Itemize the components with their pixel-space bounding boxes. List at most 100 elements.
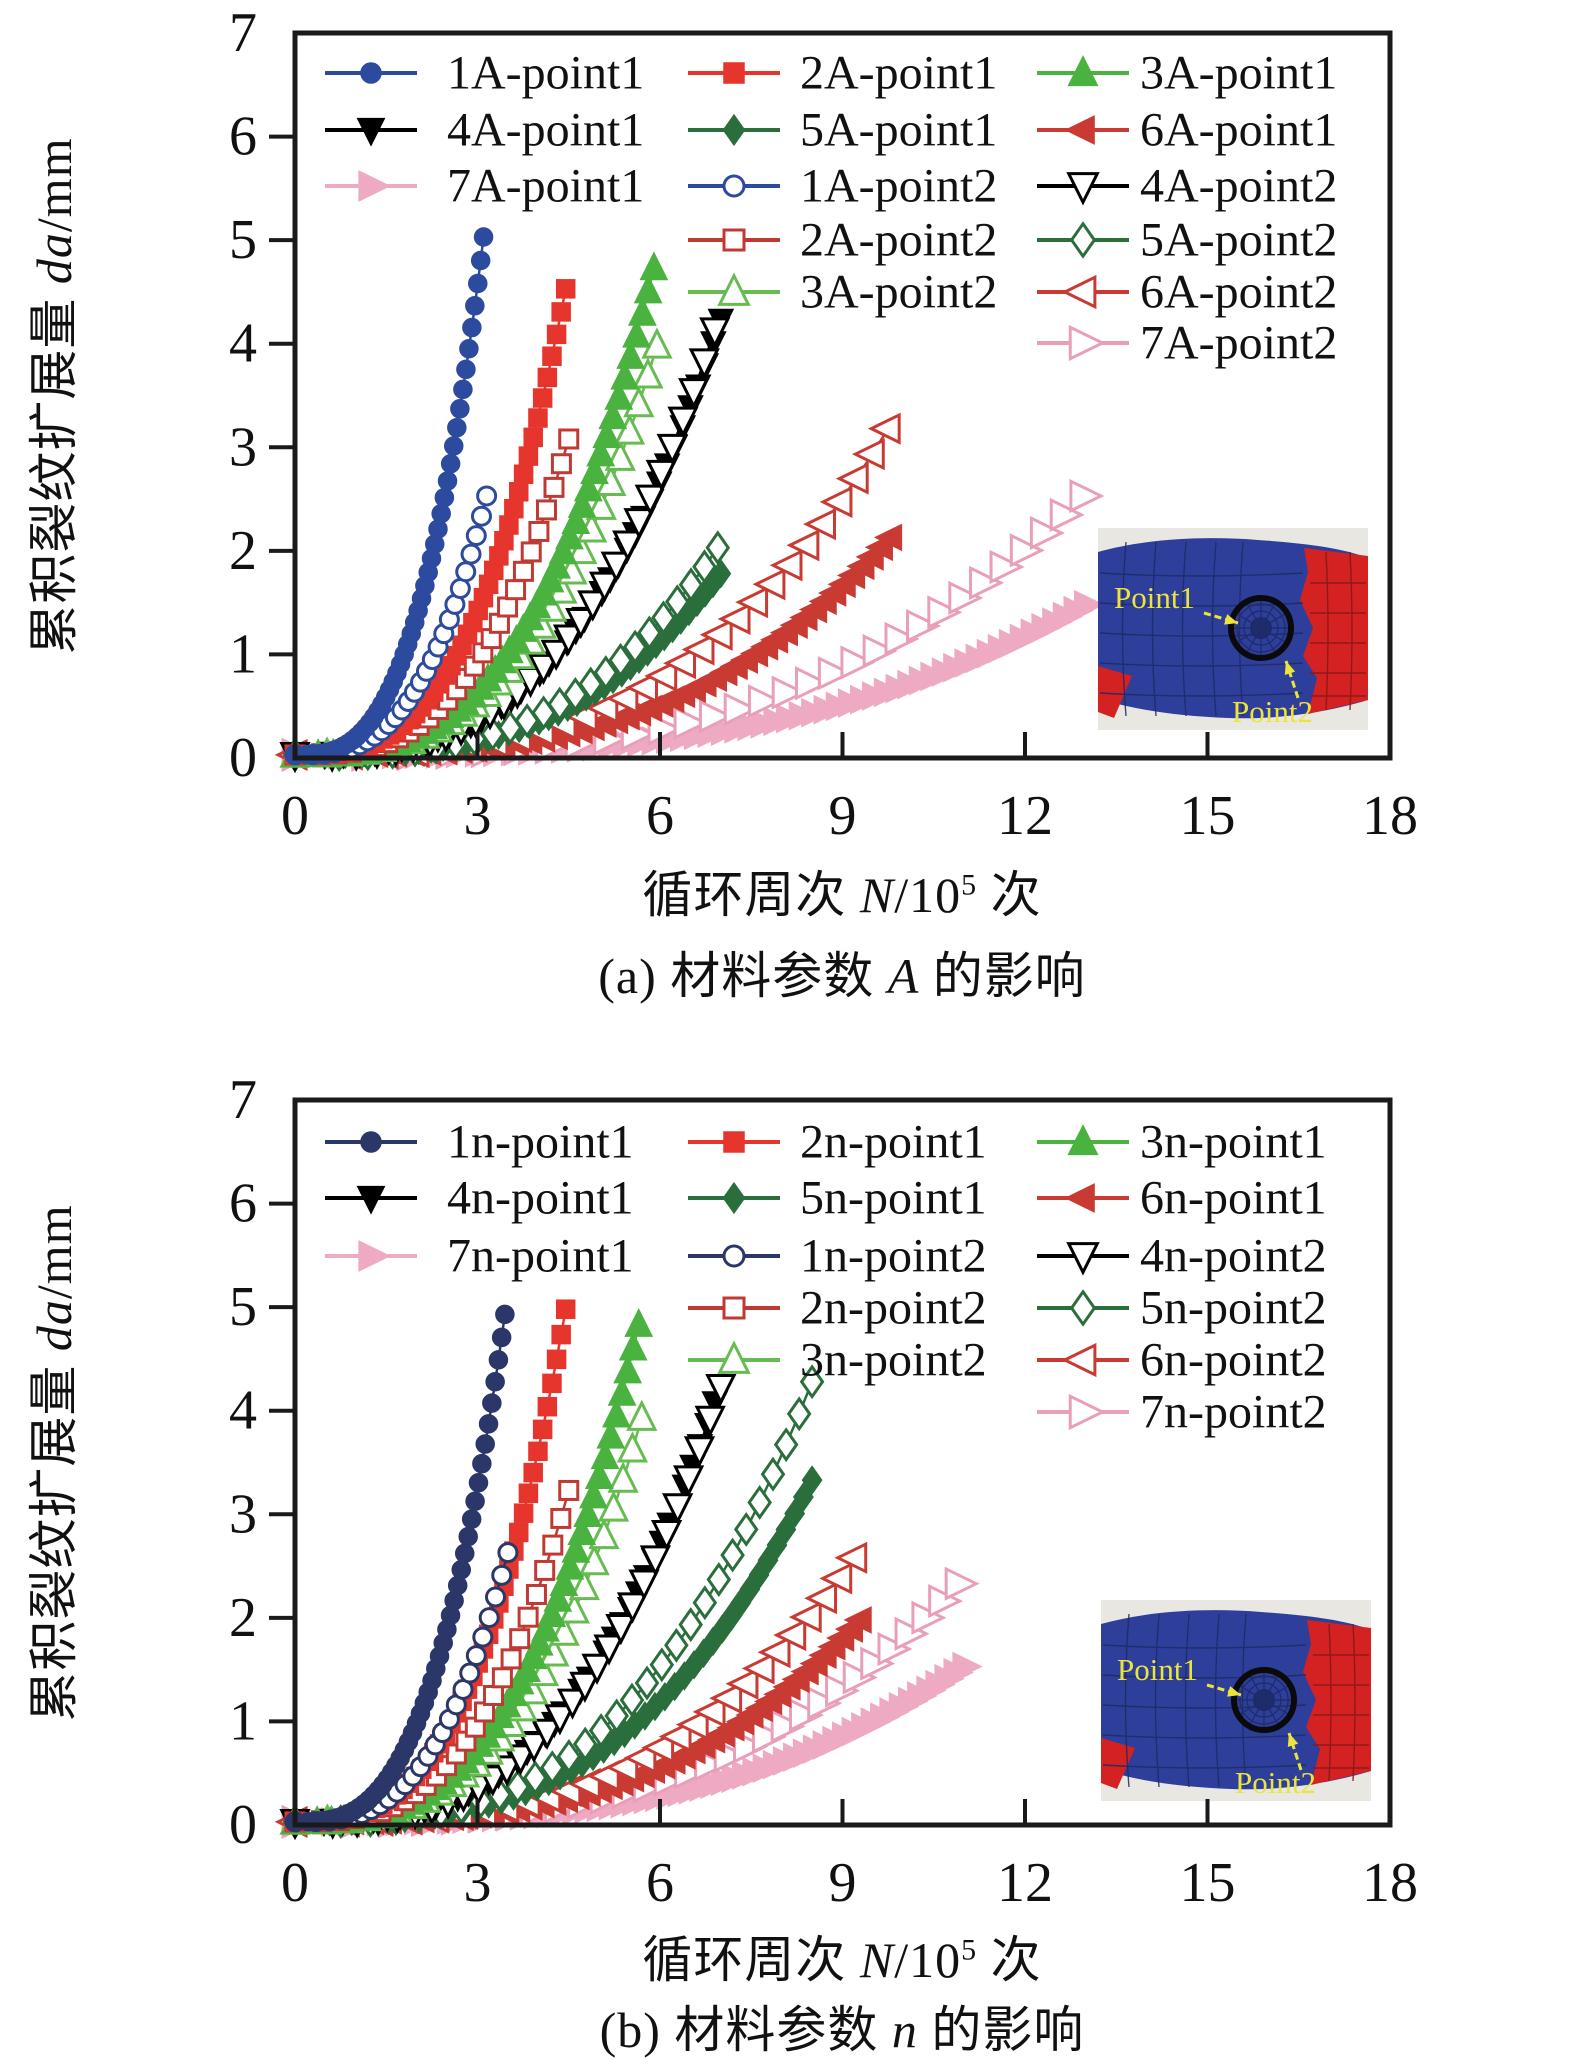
x-tick-label: 18 — [1362, 785, 1418, 847]
plot-frame — [292, 30, 1393, 761]
hole-circle-outline — [1228, 595, 1294, 661]
inset-arrow — [1284, 660, 1300, 699]
x-tick-label: 6 — [646, 785, 674, 847]
hole-circle-outline — [1231, 1667, 1297, 1733]
legend-label: 1n-point2 — [800, 1230, 987, 1283]
y-tick-label: 4 — [229, 313, 257, 375]
y-axis-label-b: 累积裂纹扩展量 da/mm — [26, 1204, 82, 1722]
y-tick-label: 5 — [229, 1276, 257, 1338]
legend-item-6n-point1: 6n-point1 — [1037, 1172, 1327, 1225]
legend-label: 1n-point1 — [447, 1116, 634, 1169]
legend-item-3A-point1: 3A-point1 — [1037, 47, 1337, 100]
legend-a: 7A-point17A-point26A-point16A-point25A-p… — [325, 47, 1337, 370]
legend-item-5A-point2: 5A-point2 — [1037, 214, 1337, 267]
y-tick-label: 0 — [229, 727, 257, 789]
legend-label: 4n-point2 — [1140, 1230, 1327, 1283]
inset-label-point1: Point1 — [1114, 580, 1195, 615]
legend-label: 6n-point1 — [1140, 1172, 1327, 1225]
x-tick-label: 0 — [281, 1852, 309, 1914]
legend-item-5A-point1: 5A-point1 — [688, 104, 997, 157]
legend-item-1n-point2: 1n-point2 — [688, 1230, 987, 1283]
x-tick-label: 6 — [646, 1852, 674, 1914]
legend-label: 1A-point1 — [447, 47, 644, 100]
legend-item-2n-point2: 2n-point2 — [688, 1282, 987, 1335]
legend-label: 6A-point1 — [1140, 104, 1337, 157]
y-tick-label: 5 — [229, 209, 257, 271]
x-tick-label: 0 — [281, 785, 309, 847]
y-tick-label: 2 — [229, 1587, 257, 1649]
x-axis-a: 0 3 6 9 12 15 18 — [281, 732, 1418, 847]
x-axis-b: 0 3 6 9 12 15 18 — [281, 1799, 1418, 1914]
y-tick-label: 3 — [229, 416, 257, 478]
legend-item-1n-point1: 1n-point1 — [325, 1116, 634, 1169]
legend-label: 2n-point2 — [800, 1282, 987, 1335]
legend-item-7n-point1: 7n-point1 — [325, 1230, 634, 1283]
legend-label: 3n-point2 — [800, 1334, 987, 1387]
legend-label: 6n-point2 — [1140, 1334, 1327, 1387]
legend-item-6A-point2: 6A-point2 — [1037, 266, 1337, 319]
legend-label: 2A-point1 — [800, 47, 997, 100]
inset-label-point2: Point2 — [1235, 1765, 1316, 1800]
x-tick-label: 3 — [464, 785, 492, 847]
x-tick-label: 15 — [1180, 1852, 1236, 1914]
legend-b: 7n-point17n-point26n-point16n-point25n-p… — [325, 1116, 1327, 1439]
legend-label: 5n-point2 — [1140, 1282, 1327, 1335]
caption-a: (a) 材料参数 A 的影响 — [598, 948, 1086, 1004]
legend-label: 3A-point2 — [800, 266, 997, 319]
x-tick-label: 12 — [997, 1852, 1053, 1914]
x-tick-label: 9 — [829, 1852, 857, 1914]
y-tick-label: 0 — [229, 1794, 257, 1856]
legend-item-3A-point2: 3A-point2 — [688, 266, 997, 319]
legend-label: 2A-point2 — [800, 214, 997, 267]
legend-label: 7A-point1 — [447, 160, 644, 213]
y-tick-label: 3 — [229, 1483, 257, 1545]
legend-item-4A-point1: 4A-point1 — [325, 104, 644, 157]
legend-item-4A-point2: 4A-point2 — [1037, 160, 1337, 213]
fem-mesh-inset: Point1 Point2 — [1101, 1600, 1371, 1801]
legend-label: 1A-point2 — [800, 160, 997, 213]
legend-label: 3n-point1 — [1140, 1116, 1327, 1169]
y-tick-label: 2 — [229, 520, 257, 582]
fem-mesh-inset: Point1 Point2 — [1098, 528, 1368, 730]
legend-item-1A-point1: 1A-point1 — [325, 47, 644, 100]
x-tick-label: 15 — [1180, 785, 1236, 847]
y-tick-label: 7 — [229, 2, 257, 64]
legend-item-3n-point1: 3n-point1 — [1037, 1116, 1327, 1169]
legend-item-3n-point2: 3n-point2 — [688, 1334, 987, 1387]
inset-arrow — [1287, 1732, 1303, 1771]
x-tick-label: 12 — [997, 785, 1053, 847]
legend-label: 2n-point1 — [800, 1116, 987, 1169]
y-tick-label: 4 — [229, 1380, 257, 1442]
legend-label: 7A-point2 — [1140, 317, 1337, 370]
legend-label: 3A-point1 — [1140, 47, 1337, 100]
series-1A-point1 — [285, 227, 494, 765]
y-axis-a: 0 1 2 3 4 5 6 7 — [229, 2, 293, 789]
legend-label: 5A-point1 — [800, 104, 997, 157]
legend-item-2A-point1: 2A-point1 — [688, 47, 997, 100]
legend-item-1A-point2: 1A-point2 — [688, 160, 997, 213]
y-tick-label: 7 — [229, 1069, 257, 1131]
y-tick-label: 6 — [229, 1173, 257, 1235]
inset-arrow — [1203, 611, 1239, 625]
legend-label: 7n-point1 — [447, 1230, 634, 1283]
legend-label: 6A-point2 — [1140, 266, 1337, 319]
y-tick-label: 6 — [229, 106, 257, 168]
x-tick-label: 9 — [829, 785, 857, 847]
legend-item-4n-point1: 4n-point1 — [325, 1172, 634, 1225]
x-tick-label: 18 — [1362, 1852, 1418, 1914]
legend-label: 4A-point2 — [1140, 160, 1337, 213]
legend-item-7n-point2: 7n-point2 — [1037, 1386, 1327, 1439]
caption-b: (b) 材料参数 n 的影响 — [599, 2002, 1085, 2058]
legend-item-7A-point2: 7A-point2 — [1037, 317, 1337, 370]
legend-item-2A-point2: 2A-point2 — [688, 214, 997, 267]
x-axis-label-a: 循环周次 N/105 次 — [642, 867, 1042, 923]
legend-item-5n-point1: 5n-point1 — [688, 1172, 987, 1225]
legend-label: 7n-point2 — [1140, 1386, 1327, 1439]
plot-frame — [292, 1097, 1393, 1828]
inset-arrow — [1206, 1683, 1242, 1697]
x-tick-label: 3 — [464, 1852, 492, 1914]
